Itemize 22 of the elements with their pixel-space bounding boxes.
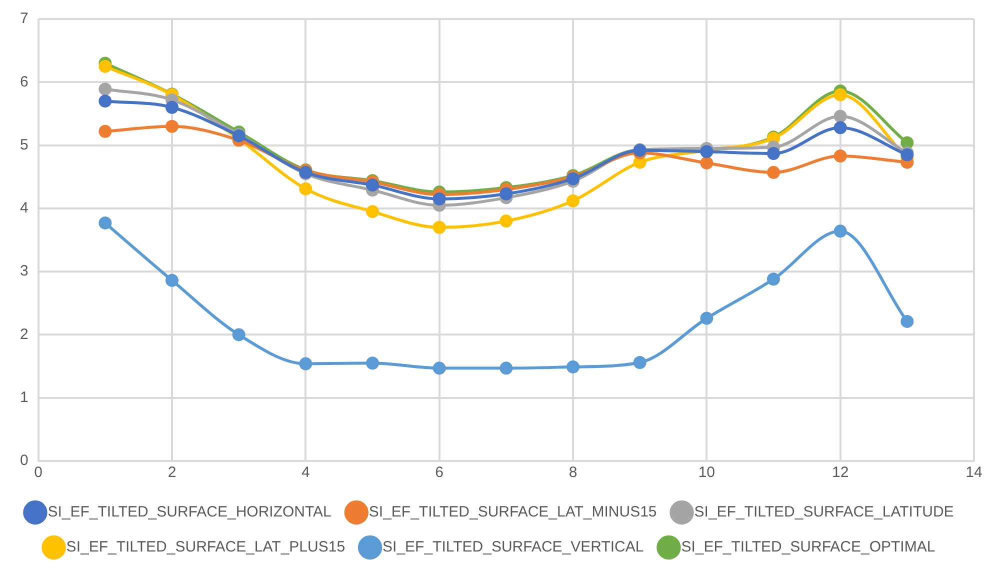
y-tick-label: 2	[20, 326, 28, 343]
x-tick-label: 0	[34, 464, 43, 482]
x-tick-label: 12	[832, 464, 849, 482]
x-tick-label: 6	[435, 464, 444, 482]
y-tick-label: 5	[20, 136, 28, 154]
legend-label: SI_EF_TILTED_SURFACE_LAT_MINUS15	[368, 504, 657, 521]
y-tick-label: 6	[20, 73, 28, 90]
y-tick-label: 1	[20, 389, 28, 406]
y-tick-label: 3	[20, 262, 28, 280]
y-tick-label: 7	[20, 10, 28, 28]
x-tick-label: 10	[698, 464, 716, 482]
legend-label: SI_EF_TILTED_SURFACE_HORIZONTAL	[48, 504, 332, 521]
legend-label: SI_EF_TILTED_SURFACE_VERTICAL	[382, 538, 644, 556]
legend-label: SI_EF_TILTED_SURFACE_LATITUDE	[694, 504, 954, 521]
x-tick-label: 8	[568, 464, 578, 482]
x-tick-label: 14	[966, 464, 982, 482]
y-tick-label: 4	[20, 200, 28, 217]
legend-label: SI_EF_TILTED_SURFACE_OPTIMAL	[681, 538, 936, 556]
legend-label: SI_EF_TILTED_SURFACE_LAT_PLUS15	[66, 538, 346, 556]
y-tick-label: 0	[20, 452, 28, 470]
x-tick-label: 2	[168, 464, 176, 482]
x-tick-label: 4	[302, 464, 310, 482]
